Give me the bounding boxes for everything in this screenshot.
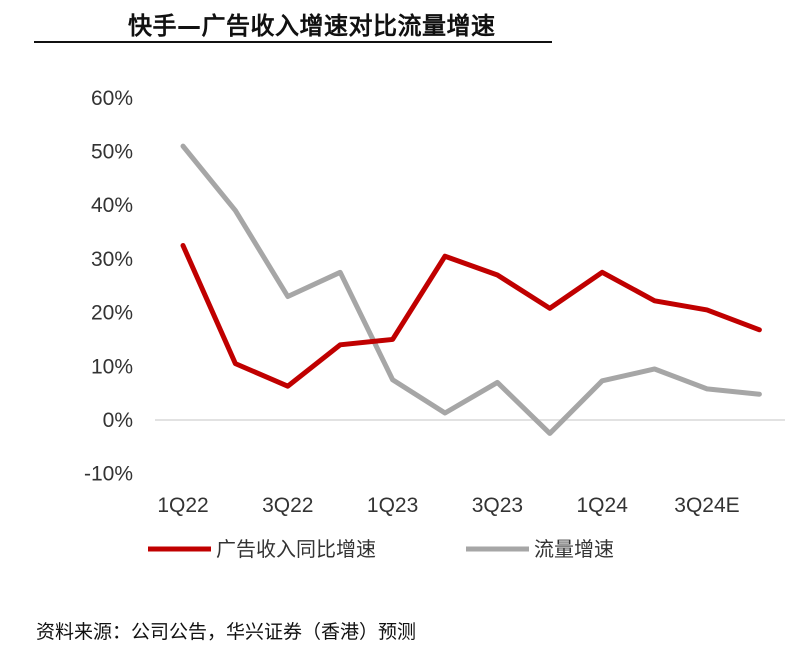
- title-underline: [34, 41, 552, 43]
- y-tick-label: 0%: [103, 409, 133, 432]
- series-line-ad-revenue-growth: [180, 242, 762, 389]
- x-tick-label: 3Q22: [262, 494, 313, 517]
- source-note: 资料来源：公司公告，华兴证券（香港）预测: [36, 621, 417, 643]
- x-tick-label: 1Q24: [577, 494, 629, 517]
- y-tick-label: 60%: [91, 87, 133, 110]
- x-tick-label: 1Q22: [157, 494, 208, 517]
- x-tick-label: 1Q23: [367, 494, 418, 517]
- y-tick-label: 10%: [91, 355, 133, 378]
- y-tick-label: 50%: [91, 141, 133, 164]
- y-tick-label: -10%: [84, 463, 133, 486]
- x-tick-label: 3Q23: [472, 494, 523, 517]
- y-tick-label: 30%: [91, 248, 133, 271]
- series-line-traffic-growth: [180, 143, 762, 436]
- chart-title: 快手—广告收入增速对比流量增速: [128, 12, 496, 40]
- legend-label: 广告收入同比增速: [216, 537, 376, 561]
- y-tick-label: 40%: [91, 194, 133, 217]
- line-chart: 60% 50% 40% 30% 20% 10% 0% -10% 1Q22 3Q22 1Q23 3Q23…: [84, 87, 785, 561]
- y-tick-label: 20%: [91, 302, 133, 325]
- x-tick-label: 3Q24E: [674, 494, 739, 517]
- legend-label: 流量增速: [534, 537, 614, 561]
